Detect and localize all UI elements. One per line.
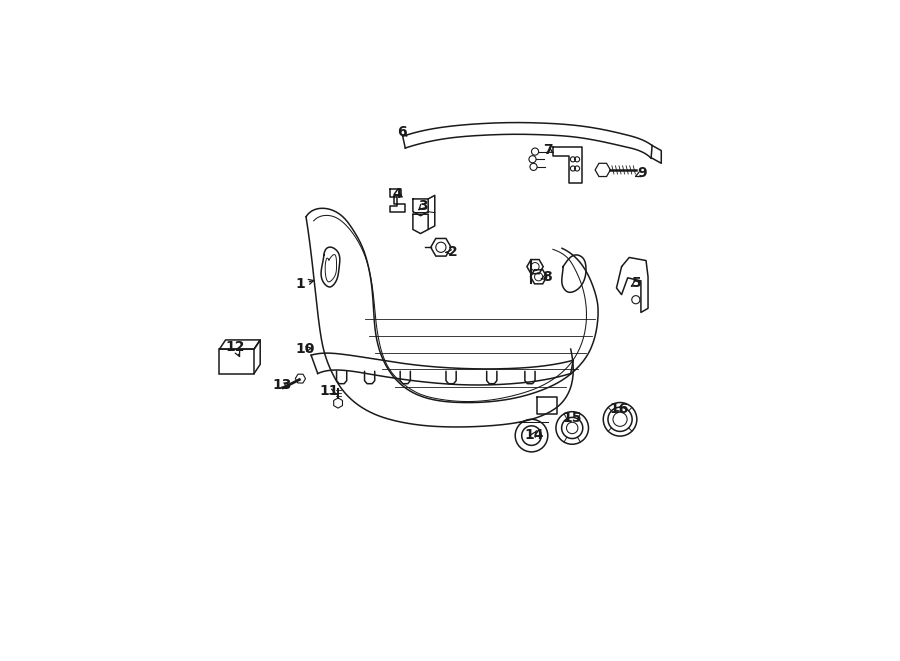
Text: 8: 8 [542, 270, 552, 284]
Text: 6: 6 [397, 125, 407, 139]
Text: 16: 16 [609, 402, 629, 416]
Text: 2: 2 [447, 245, 457, 259]
Text: 14: 14 [525, 428, 544, 442]
Text: 1: 1 [295, 278, 305, 292]
Text: 13: 13 [273, 377, 292, 392]
Text: 9: 9 [637, 167, 647, 180]
Text: 4: 4 [392, 187, 402, 201]
Text: 10: 10 [295, 342, 315, 356]
Text: 12: 12 [225, 340, 245, 354]
Text: 7: 7 [543, 143, 553, 157]
Text: 11: 11 [320, 384, 338, 398]
Text: 3: 3 [418, 198, 427, 213]
Text: 15: 15 [562, 410, 582, 425]
Bar [220, 349, 254, 373]
Text: 5: 5 [632, 276, 642, 290]
